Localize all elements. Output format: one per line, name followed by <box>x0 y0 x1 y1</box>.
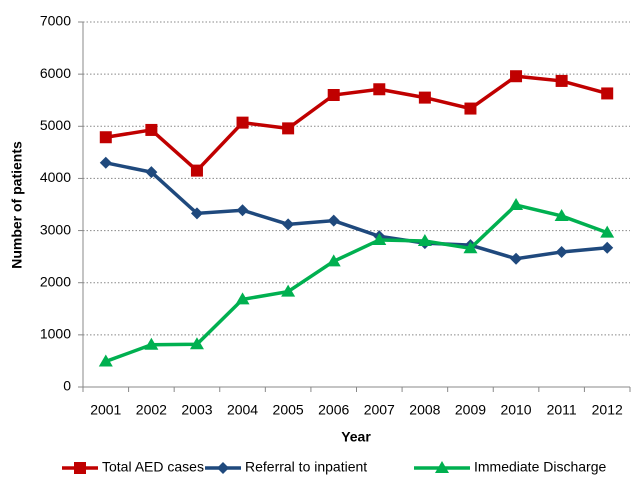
legend-label: Immediate Discharge <box>474 459 606 475</box>
series-line <box>105 74 608 174</box>
series-line <box>105 161 608 261</box>
marker <box>509 198 524 211</box>
x-tick-label: 2004 <box>227 402 258 418</box>
legend-marker <box>217 462 229 474</box>
marker <box>282 218 295 231</box>
x-tick-label: 2003 <box>181 402 212 418</box>
x-tick-label: 2005 <box>273 402 304 418</box>
x-tick-label: 2007 <box>364 402 395 418</box>
marker <box>463 241 478 254</box>
y-tick-label: 3000 <box>40 221 71 237</box>
y-tick-label: 0 <box>63 378 71 394</box>
marker <box>417 234 432 246</box>
marker <box>327 89 340 101</box>
marker <box>554 208 569 221</box>
y-tick-label: 2000 <box>40 273 71 289</box>
marker <box>236 204 249 217</box>
y-tick-label: 7000 <box>40 13 71 29</box>
marker <box>373 83 386 96</box>
marker <box>555 245 568 258</box>
marker <box>145 123 158 136</box>
x-tick-label: 2008 <box>409 402 440 418</box>
y-tick-label: 1000 <box>40 326 71 342</box>
y-axis-label: Number of patients <box>9 141 25 269</box>
marker <box>327 214 340 227</box>
marker <box>99 156 112 169</box>
legend-marker <box>74 462 86 474</box>
marker <box>281 284 296 297</box>
marker <box>418 91 431 104</box>
marker <box>372 232 387 245</box>
legend-marker <box>435 461 449 473</box>
marker <box>99 131 112 144</box>
marker <box>98 354 113 367</box>
y-tick-label: 6000 <box>40 65 71 81</box>
legend-label: Referral to inpatient <box>245 459 367 475</box>
x-axis-label: Year <box>341 429 371 445</box>
marker <box>190 207 203 220</box>
series-line <box>105 203 608 364</box>
x-tick-label: 2001 <box>90 402 121 418</box>
marker <box>510 70 523 83</box>
marker <box>144 337 159 350</box>
marker <box>600 225 615 238</box>
marker <box>326 254 341 267</box>
marker <box>190 164 203 177</box>
legend-label: Total AED cases <box>102 459 204 475</box>
marker <box>601 241 614 254</box>
y-tick-label: 5000 <box>40 117 71 133</box>
x-tick-label: 2006 <box>318 402 349 418</box>
marker <box>189 337 204 350</box>
x-tick-label: 2010 <box>500 402 531 418</box>
y-tick-label: 4000 <box>40 169 71 185</box>
x-tick-label: 2012 <box>592 402 623 418</box>
marker <box>464 102 477 115</box>
marker <box>145 166 158 179</box>
marker <box>236 116 249 129</box>
marker <box>555 74 568 87</box>
marker <box>601 87 614 100</box>
x-tick-label: 2002 <box>136 402 167 418</box>
x-tick-label: 2009 <box>455 402 486 418</box>
marker <box>235 292 250 305</box>
marker <box>282 122 295 135</box>
x-tick-label: 2011 <box>547 402 577 418</box>
marker <box>510 252 523 265</box>
